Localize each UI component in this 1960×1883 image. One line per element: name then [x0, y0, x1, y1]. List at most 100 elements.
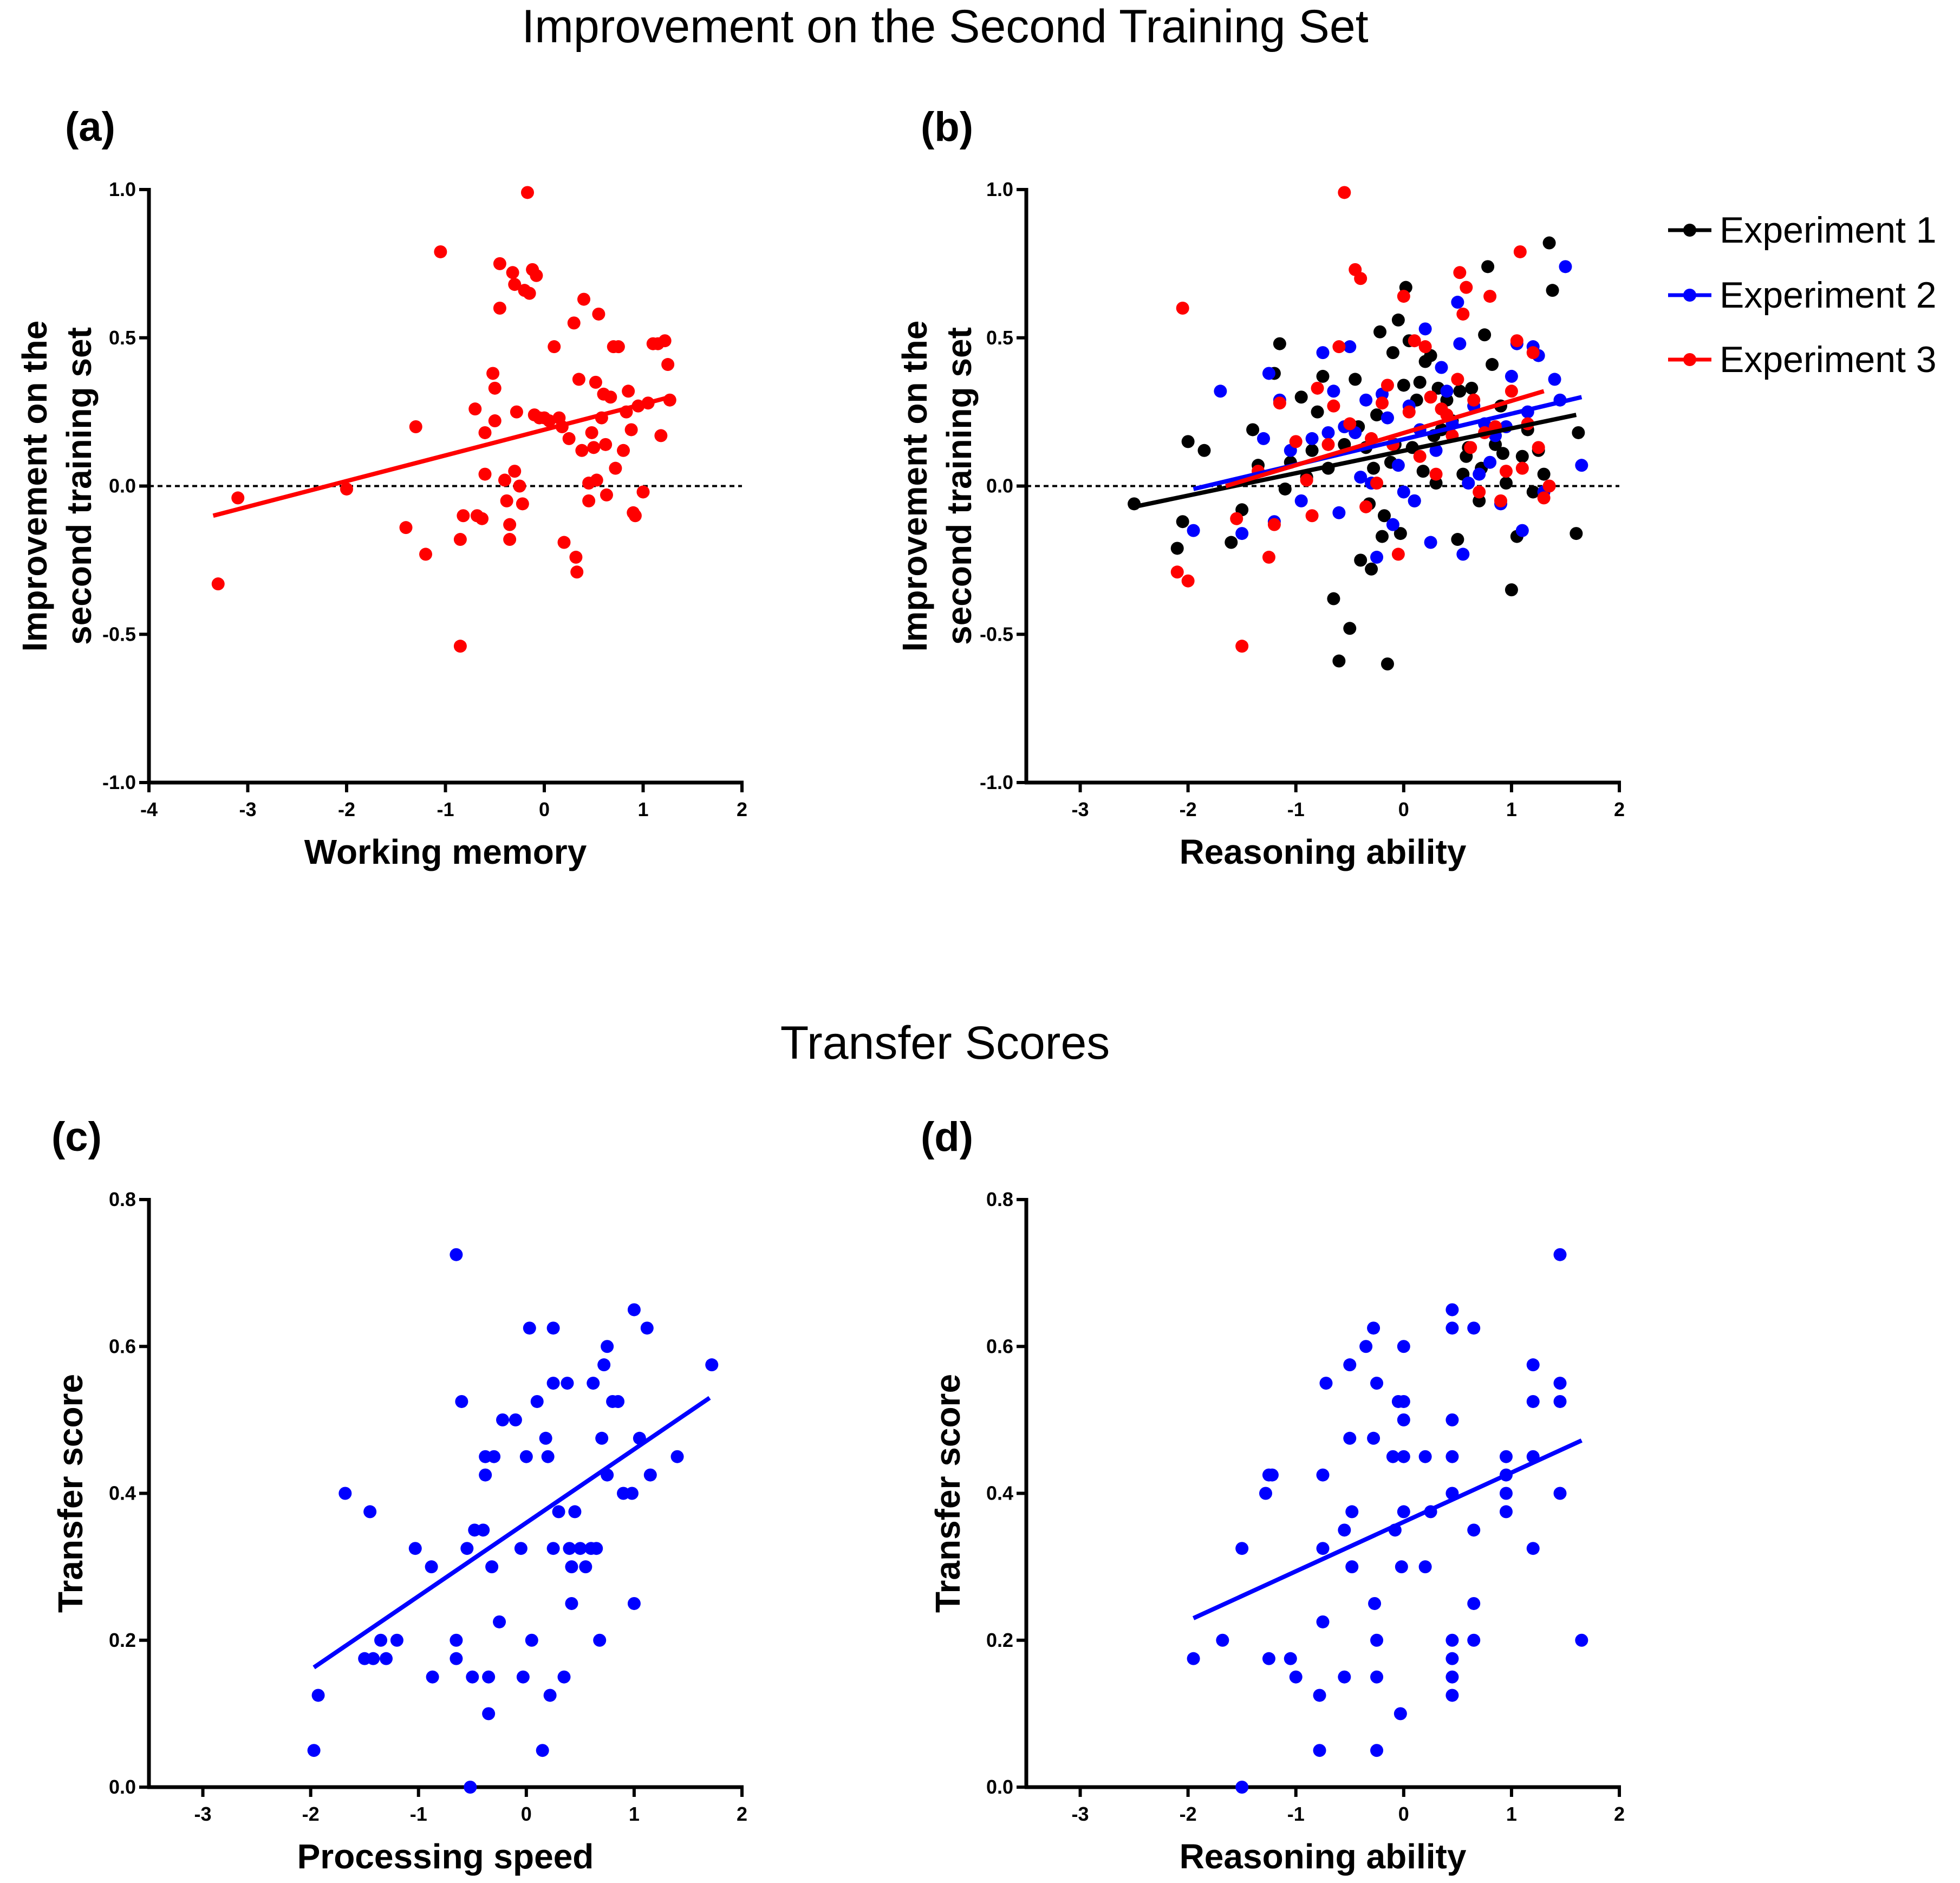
- data-point: [426, 1670, 439, 1684]
- y-tick-label: 0.0: [986, 1776, 1013, 1798]
- data-point: [1456, 307, 1470, 321]
- data-point: [1553, 1377, 1567, 1390]
- y-tick-label: 0.6: [986, 1335, 1013, 1357]
- data-point: [510, 405, 523, 419]
- data-point: [466, 1670, 479, 1684]
- data-point: [565, 1597, 578, 1610]
- data-point: [1462, 477, 1475, 490]
- data-point: [1537, 491, 1551, 505]
- data-point: [636, 485, 650, 499]
- data-point: [1465, 381, 1479, 395]
- data-point: [561, 1377, 574, 1390]
- data-point: [479, 1468, 492, 1482]
- data-point: [1267, 518, 1281, 531]
- data-point: [1343, 622, 1357, 635]
- data-point: [1316, 1542, 1330, 1555]
- data-point: [1225, 536, 1238, 549]
- data-point: [1197, 444, 1211, 457]
- legend-label: Experiment 1: [1720, 210, 1937, 251]
- data-point: [1370, 550, 1384, 564]
- data-point: [1429, 444, 1443, 457]
- data-point: [1338, 186, 1351, 199]
- data-point: [488, 414, 502, 428]
- data-point: [1445, 1689, 1459, 1702]
- data-point: [1418, 322, 1432, 336]
- data-point: [1338, 1670, 1351, 1684]
- x-tick-label: -1: [1287, 798, 1305, 820]
- data-point: [1367, 461, 1381, 475]
- data-point: [390, 1633, 403, 1647]
- data-point: [1526, 346, 1540, 360]
- data-point: [1262, 550, 1275, 564]
- data-point: [1181, 574, 1195, 588]
- data-point: [1305, 432, 1319, 445]
- data-point: [1370, 477, 1384, 490]
- regression-line: [1134, 413, 1577, 509]
- data-point: [523, 1321, 536, 1335]
- data-point: [1486, 358, 1499, 372]
- data-point: [1429, 467, 1443, 481]
- data-point: [340, 482, 353, 496]
- data-point: [1464, 441, 1477, 454]
- y-tick-label: -0.5: [980, 623, 1013, 645]
- data-point: [548, 340, 561, 354]
- data-point: [658, 334, 672, 348]
- data-point: [1489, 438, 1502, 451]
- data-point: [519, 1450, 533, 1463]
- data-point: [1537, 467, 1551, 481]
- data-point: [1397, 1505, 1410, 1519]
- x-tick-label: -3: [1072, 1803, 1089, 1825]
- x-axis-title: Reasoning ability: [1180, 832, 1467, 871]
- data-point: [1338, 1523, 1351, 1537]
- data-point: [1526, 1542, 1540, 1555]
- x-tick-label: 2: [737, 1803, 747, 1825]
- data-point: [450, 1248, 463, 1261]
- data-point: [1235, 640, 1249, 653]
- data-point: [399, 521, 413, 535]
- data-point: [595, 1431, 609, 1445]
- series-experiment-3: [1170, 186, 1556, 653]
- y-tick-label: 0.4: [109, 1482, 136, 1504]
- data-point: [1187, 524, 1200, 537]
- data-point: [546, 1321, 560, 1335]
- data-point: [1402, 405, 1416, 419]
- data-point: [1370, 1377, 1384, 1390]
- data-point: [1394, 1707, 1407, 1721]
- data-point: [1235, 1781, 1249, 1794]
- data-point: [1424, 390, 1437, 404]
- data-point: [1445, 1321, 1459, 1335]
- x-tick-label: -2: [1180, 1803, 1197, 1825]
- data-point: [1467, 1597, 1481, 1610]
- data-point: [1473, 467, 1486, 481]
- data-point: [1176, 515, 1189, 529]
- data-point: [1553, 1395, 1567, 1408]
- data-point: [1395, 1560, 1408, 1574]
- regression-line: [1225, 389, 1545, 488]
- y-axis-title: second training set: [940, 327, 979, 645]
- data-point: [1445, 1633, 1459, 1647]
- data-point: [1532, 441, 1545, 454]
- data-point: [1170, 542, 1184, 555]
- data-point: [409, 420, 422, 433]
- y-tick-label: 0.2: [109, 1629, 136, 1651]
- data-point: [1513, 245, 1527, 258]
- data-point: [1391, 459, 1405, 472]
- data-point: [1370, 1670, 1384, 1684]
- data-point: [1499, 465, 1513, 478]
- data-point: [509, 1413, 522, 1426]
- data-point: [1294, 390, 1308, 404]
- data-point: [611, 1395, 625, 1408]
- x-tick-label: -2: [1180, 798, 1197, 820]
- panel-label: (b): [921, 104, 973, 150]
- data-point: [1367, 1321, 1381, 1335]
- data-point: [661, 358, 675, 372]
- data-point: [450, 1633, 463, 1647]
- data-point: [1499, 477, 1513, 490]
- data-point: [1416, 465, 1430, 478]
- x-tick-label: -1: [410, 1803, 427, 1825]
- data-point: [1467, 1523, 1481, 1537]
- data-point: [1216, 1633, 1229, 1647]
- data-point: [539, 1431, 552, 1445]
- data-point: [1445, 1670, 1459, 1684]
- series-experiment-1: [1128, 236, 1585, 670]
